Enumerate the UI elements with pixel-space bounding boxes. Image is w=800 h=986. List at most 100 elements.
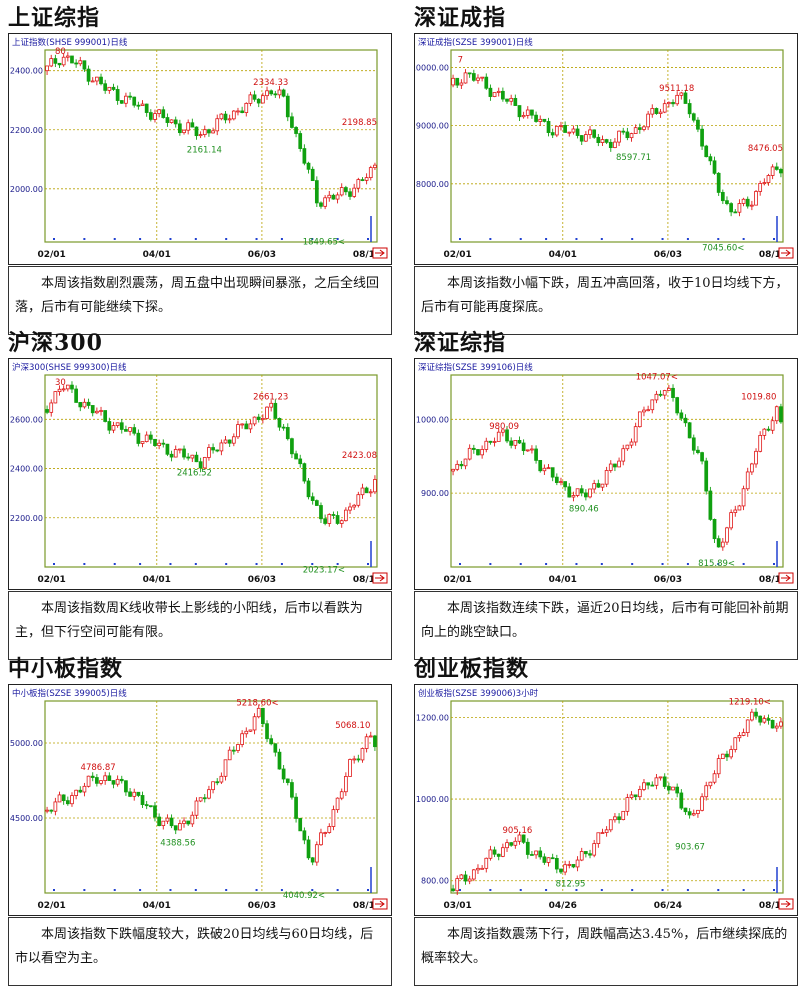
- candle: [95, 407, 99, 415]
- candle-body: [679, 412, 684, 419]
- candle-body: [733, 211, 738, 214]
- candle: [737, 732, 742, 742]
- candle: [319, 828, 323, 846]
- event-marker: [280, 238, 283, 240]
- candle-body: [525, 109, 530, 116]
- candle: [554, 473, 559, 486]
- candlestick-chart: 创业板指(SZSE 399006)3小时 1200.00 1000.00 800.00…: [416, 688, 794, 911]
- candle-body: [78, 789, 83, 793]
- candle-body: [571, 495, 576, 498]
- candle-body: [173, 119, 178, 125]
- candle-body: [625, 797, 630, 812]
- candle-body: [103, 410, 108, 422]
- candle: [107, 417, 112, 434]
- candle-body: [252, 416, 257, 425]
- candle-body: [604, 829, 609, 833]
- candle: [484, 73, 489, 90]
- candle: [211, 781, 215, 794]
- candle: [115, 775, 120, 787]
- candle-body: [729, 749, 733, 758]
- candle: [153, 802, 157, 822]
- candle-body: [712, 773, 717, 783]
- candle-body: [563, 125, 567, 133]
- price-annotation: 4040.92<: [283, 891, 325, 901]
- candle-body: [182, 448, 186, 458]
- candle: [613, 463, 617, 472]
- candle: [654, 390, 659, 404]
- candle-body: [646, 409, 650, 412]
- candle-body: [240, 110, 244, 113]
- candle: [310, 857, 315, 866]
- candle: [704, 457, 709, 495]
- candle: [198, 457, 203, 473]
- candle-body: [223, 113, 228, 121]
- candle: [339, 183, 344, 197]
- candle-body: [202, 129, 207, 135]
- candle-body: [95, 777, 99, 784]
- candle: [285, 423, 290, 441]
- candle: [496, 853, 501, 861]
- candle: [165, 113, 170, 127]
- candle: [70, 55, 74, 64]
- candle: [327, 191, 332, 202]
- candle-body: [754, 450, 758, 465]
- candle: [136, 101, 141, 110]
- candle: [132, 423, 137, 436]
- candle-body: [368, 491, 373, 494]
- event-marker: [255, 889, 258, 891]
- description-text: 本周该指数下跌幅度较大，跌破20日均线与60日均线，后市以看空为主。: [15, 927, 374, 966]
- candle: [476, 449, 480, 456]
- panel-title: 上证综指: [8, 5, 101, 31]
- candle: [700, 793, 704, 812]
- candle: [467, 444, 472, 461]
- candle: [335, 192, 340, 204]
- candle: [178, 119, 182, 136]
- candle: [679, 91, 684, 100]
- candle: [766, 426, 771, 432]
- event-marker: [139, 238, 142, 240]
- candle: [476, 864, 480, 875]
- event-marker: [83, 563, 86, 565]
- candle-body: [198, 797, 203, 802]
- candle: [476, 74, 480, 84]
- candle: [248, 91, 253, 107]
- event-marker: [742, 563, 745, 565]
- candle-body: [45, 809, 49, 812]
- event-marker: [489, 563, 492, 565]
- candle-body: [57, 62, 62, 66]
- candle-body: [45, 409, 49, 413]
- candle: [517, 436, 522, 445]
- candle-body: [774, 725, 779, 729]
- candle-body: [567, 131, 572, 134]
- candle-body: [261, 707, 265, 725]
- candle: [290, 112, 294, 129]
- candle: [770, 719, 775, 729]
- y-tick-label: 9000.00: [416, 122, 449, 131]
- candle-body: [530, 448, 534, 451]
- candle: [207, 444, 211, 461]
- candle: [737, 199, 742, 217]
- description-box: 本周该指数连续下跌，逼近20日均线，后市有可能回补前期向上的跳空缺口。: [414, 591, 798, 660]
- candle-body: [484, 440, 489, 450]
- description-box: 本周该指数小幅下跌，周五冲高回落，收于10日均线下方，后市有可能再度探底。: [414, 266, 798, 335]
- candle-body: [169, 817, 174, 827]
- x-tick-label: 08/16: [759, 250, 787, 260]
- candle: [244, 420, 249, 430]
- event-marker: [194, 889, 197, 891]
- candle: [600, 135, 605, 146]
- candle-body: [74, 388, 78, 403]
- candle: [538, 115, 543, 126]
- candle-body: [331, 194, 336, 200]
- candle-body: [248, 729, 253, 732]
- candle: [687, 808, 692, 819]
- candle: [157, 439, 161, 450]
- price-annotation: 1047.07<: [636, 373, 678, 383]
- event-marker: [367, 238, 369, 240]
- candle: [534, 111, 538, 123]
- candle-body: [70, 795, 74, 805]
- candle: [265, 406, 269, 420]
- candle-body: [128, 427, 132, 432]
- candle: [521, 439, 526, 455]
- event-marker: [194, 238, 197, 240]
- candle: [696, 809, 700, 818]
